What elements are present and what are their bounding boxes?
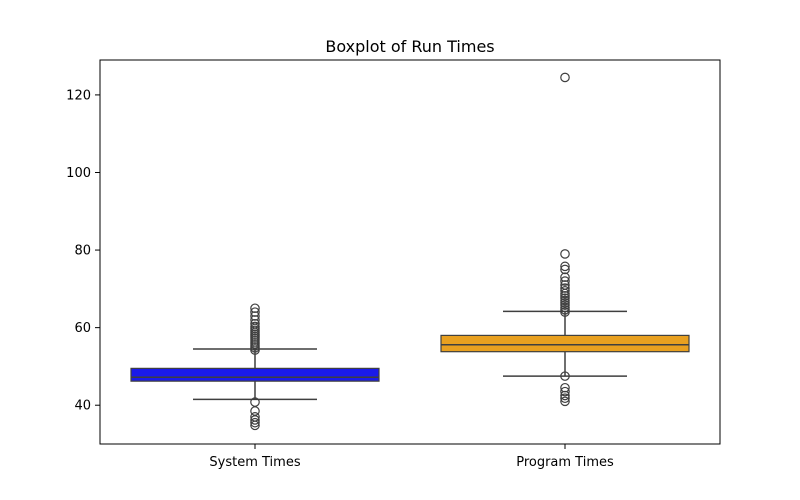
program-times-outlier-point — [560, 386, 570, 397]
program-times-outlier-point — [560, 382, 570, 393]
program-times-outlier-point — [560, 72, 570, 83]
system-times-box — [130, 367, 380, 382]
system-times-outlier-point — [250, 412, 260, 422]
program-times-outlier-point — [560, 300, 570, 310]
y-tick-label: 100 — [66, 166, 91, 181]
x-tick-label: Program Times — [516, 455, 614, 470]
system-times-outlier-point — [250, 303, 260, 314]
program-times-outlier-point — [560, 295, 570, 306]
chart-title: Boxplot of Run Times — [325, 37, 494, 56]
program-times-outlier-point — [560, 261, 570, 272]
program-times-outlier-point — [560, 371, 570, 381]
system-times-outlier-point — [250, 397, 260, 407]
program-times-outlier-point — [560, 307, 570, 317]
system-times-outlier-point — [250, 315, 260, 325]
y-tick-label: 60 — [74, 321, 91, 336]
system-times-outlier-point — [250, 318, 260, 329]
plot-frame — [99, 59, 721, 445]
program-times-box — [440, 334, 690, 353]
program-times-outlier-point — [560, 293, 570, 303]
system-times-outlier-point — [250, 321, 260, 332]
system-times-outlier-point — [250, 307, 260, 317]
program-times-outlier-point — [560, 283, 570, 293]
program-times-outlier-point — [560, 272, 570, 283]
program-times-outlier-point — [560, 249, 570, 259]
program-times-outlier-point — [560, 396, 570, 407]
x-tick-label: System Times — [209, 455, 300, 470]
system-times-outlier-point — [250, 406, 260, 416]
program-times-outlier-point — [560, 304, 570, 315]
program-times-outlier-point — [560, 302, 570, 313]
plot-area: 40 60 80 100 120 System Times Program Times — [66, 72, 690, 470]
program-times-outlier-point — [560, 298, 570, 308]
y-tick-label: 40 — [74, 399, 91, 414]
y-tick-label: 80 — [74, 244, 91, 259]
program-times-outlier-point — [560, 280, 570, 290]
system-times-outlier-point — [250, 311, 260, 321]
program-times-outlier-point — [560, 276, 570, 286]
program-times-outlier-point — [560, 285, 570, 296]
program-times-outlier-point — [560, 393, 570, 404]
program-times-outlier-point — [560, 264, 570, 275]
program-times-outlier-point — [560, 390, 570, 401]
system-times-outlier-point — [250, 417, 260, 428]
program-times-outlier-point — [560, 291, 570, 301]
y-tick-label: 120 — [66, 88, 91, 103]
